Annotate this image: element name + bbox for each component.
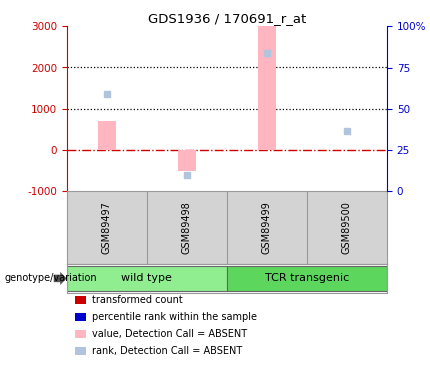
Text: percentile rank within the sample: percentile rank within the sample (92, 312, 258, 322)
Title: GDS1936 / 170691_r_at: GDS1936 / 170691_r_at (147, 12, 306, 25)
Text: wild type: wild type (121, 273, 172, 283)
Bar (178, 150, 196, 171)
Text: GSM89498: GSM89498 (182, 201, 192, 254)
Text: GSM89497: GSM89497 (101, 201, 112, 254)
Text: rank, Detection Call = ABSENT: rank, Detection Call = ABSENT (92, 346, 243, 355)
Text: GSM89500: GSM89500 (342, 201, 352, 254)
Text: value, Detection Call = ABSENT: value, Detection Call = ABSENT (92, 329, 248, 339)
Text: genotype/variation: genotype/variation (4, 273, 97, 284)
Bar (227, 266, 387, 291)
Text: transformed count: transformed count (92, 295, 183, 305)
Bar (258, 26, 276, 150)
Bar (67, 266, 227, 291)
Text: TCR transgenic: TCR transgenic (265, 273, 349, 283)
Bar (98, 121, 116, 150)
Text: GSM89499: GSM89499 (262, 201, 272, 254)
